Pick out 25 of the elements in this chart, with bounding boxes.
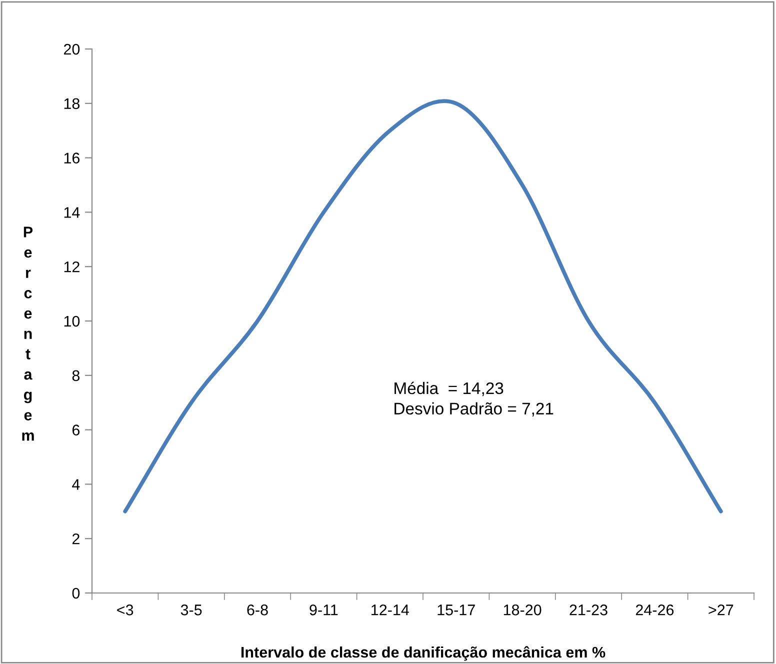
annotation: Média = 14,23: [394, 382, 504, 396]
y-tick-label: 8: [72, 370, 80, 382]
annotation: Desvio Padrão = 7,21: [394, 402, 554, 417]
x-tick-label: 12-14: [372, 604, 409, 616]
y-tick-label: 16: [64, 152, 80, 164]
y-tick-label: 18: [64, 98, 80, 110]
y-tick-label: 2: [72, 533, 80, 544]
x-tick-label: 6-8: [247, 604, 268, 616]
text: Percentagem: [22, 226, 34, 441]
x-tick-label: 21-23: [570, 604, 608, 616]
x-tick-label: 18-20: [504, 604, 542, 616]
y-tick-label: 6: [72, 424, 80, 436]
y-tick-label: 0: [72, 588, 80, 599]
y-tick-label: 12: [64, 261, 80, 272]
x-tick-label: 24-26: [636, 604, 674, 616]
y-tick-label: 4: [72, 479, 80, 490]
x-tick-label: <3: [117, 604, 134, 616]
x-axis-title: Intervalo de classe de danificação mecânica em %: [241, 646, 606, 661]
y-tick-label: 20: [64, 44, 80, 55]
x-tick-label: 15-17: [438, 604, 475, 616]
x-tick-label: 9-11: [310, 604, 338, 616]
y-tick-label: 14: [64, 207, 80, 218]
x-tick-label: 3-5: [180, 604, 202, 616]
y-tick-label: 10: [64, 316, 80, 327]
x-tick-label: >27: [708, 604, 734, 616]
